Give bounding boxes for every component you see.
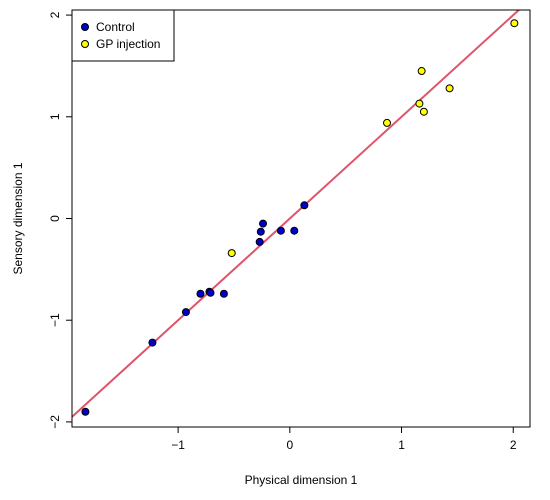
legend-marker-control xyxy=(81,23,89,31)
x-tick-label: 1 xyxy=(398,438,405,452)
y-tick-label: −1 xyxy=(48,313,62,327)
y-tick-label: 2 xyxy=(48,11,62,18)
plot-frame xyxy=(71,9,531,428)
point-control xyxy=(300,201,309,210)
legend: Control GP injection xyxy=(71,9,175,62)
y-tick-label: −2 xyxy=(48,415,62,429)
point-control xyxy=(259,219,268,228)
point-gp-injection xyxy=(417,67,426,76)
point-control xyxy=(148,338,157,347)
y-axis-title: Sensory dimension 1 xyxy=(11,162,25,274)
legend-label-control: Control xyxy=(96,20,135,34)
y-axis-ticks: −2 −1 0 1 2 xyxy=(48,11,72,429)
point-control xyxy=(181,308,190,317)
legend-frame xyxy=(71,9,175,62)
x-axis-title: Physical dimension 1 xyxy=(245,473,358,487)
point-gp-injection xyxy=(415,99,424,108)
point-control xyxy=(219,289,228,298)
x-tick-label: 0 xyxy=(286,438,293,452)
point-gp-injection xyxy=(419,107,428,116)
x-axis-ticks: −1 0 1 2 xyxy=(171,427,517,452)
point-gp-injection xyxy=(227,249,236,258)
point-control xyxy=(255,237,264,246)
x-tick-label: −1 xyxy=(171,438,185,452)
x-tick-label: 2 xyxy=(510,438,517,452)
axes-layer xyxy=(71,9,531,428)
point-control xyxy=(290,226,299,235)
point-gp-injection xyxy=(445,84,454,93)
points-layer xyxy=(81,19,519,416)
point-control xyxy=(256,227,265,236)
point-control xyxy=(81,407,90,416)
point-control xyxy=(276,226,285,235)
fit-line xyxy=(72,10,521,418)
point-control xyxy=(196,289,205,298)
point-gp-injection xyxy=(383,118,392,127)
fit-line-layer xyxy=(72,10,521,418)
point-gp-injection xyxy=(510,19,519,28)
y-tick-label: 0 xyxy=(48,215,62,222)
point-control xyxy=(206,288,215,297)
y-tick-label: 1 xyxy=(48,113,62,120)
legend-marker-gp-injection xyxy=(81,40,89,48)
legend-label-gp-injection: GP injection xyxy=(96,37,160,51)
